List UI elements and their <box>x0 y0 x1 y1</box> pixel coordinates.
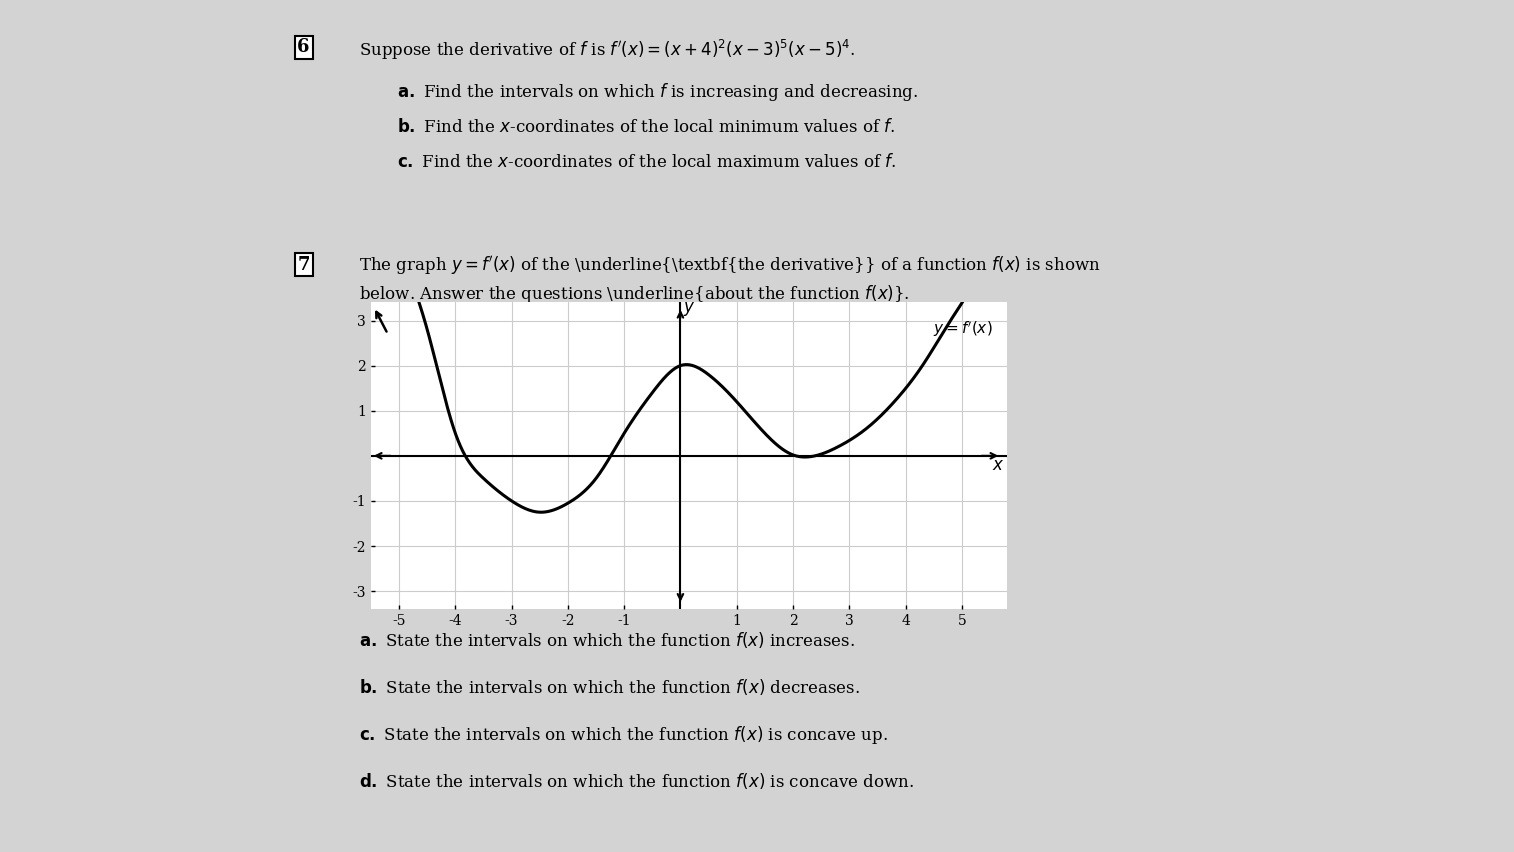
Text: $\mathbf{b.}$ State the intervals on which the function $f(x)$ decreases.: $\mathbf{b.}$ State the intervals on whi… <box>359 677 860 697</box>
Text: $\mathbf{a.}$ State the intervals on which the function $f(x)$ increases.: $\mathbf{a.}$ State the intervals on whi… <box>359 630 855 650</box>
Text: $\mathbf{c.}$ Find the $x$-coordinates of the local maximum values of $f$.: $\mathbf{c.}$ Find the $x$-coordinates o… <box>397 153 896 171</box>
Text: 7: 7 <box>297 256 310 273</box>
Text: $y = f'(x)$: $y = f'(x)$ <box>933 320 993 339</box>
Text: $\mathbf{b.}$ Find the $x$-coordinates of the local minimum values of $f$.: $\mathbf{b.}$ Find the $x$-coordinates o… <box>397 118 895 135</box>
Text: $\mathbf{d.}$ State the intervals on which the function $f(x)$ is concave down.: $\mathbf{d.}$ State the intervals on whi… <box>359 771 914 791</box>
Text: below. Answer the questions \underline{about the function $f(x)$}.: below. Answer the questions \underline{a… <box>359 283 910 305</box>
Text: $y$: $y$ <box>683 300 695 319</box>
Text: 6: 6 <box>297 38 310 56</box>
Text: $x$: $x$ <box>992 458 1005 475</box>
Text: $\mathbf{c.}$ State the intervals on which the function $f(x)$ is concave up.: $\mathbf{c.}$ State the intervals on whi… <box>359 724 889 746</box>
Text: The graph $y = f'(x)$ of the \underline{\textbf{the derivative}} of a function $: The graph $y = f'(x)$ of the \underline{… <box>359 254 1101 277</box>
Text: $\mathbf{a.}$ Find the intervals on which $f$ is increasing and decreasing.: $\mathbf{a.}$ Find the intervals on whic… <box>397 81 917 103</box>
Text: Suppose the derivative of $f$ is $f'(x) = (x + 4)^2(x - 3)^5(x - 5)^4$.: Suppose the derivative of $f$ is $f'(x) … <box>359 38 855 62</box>
